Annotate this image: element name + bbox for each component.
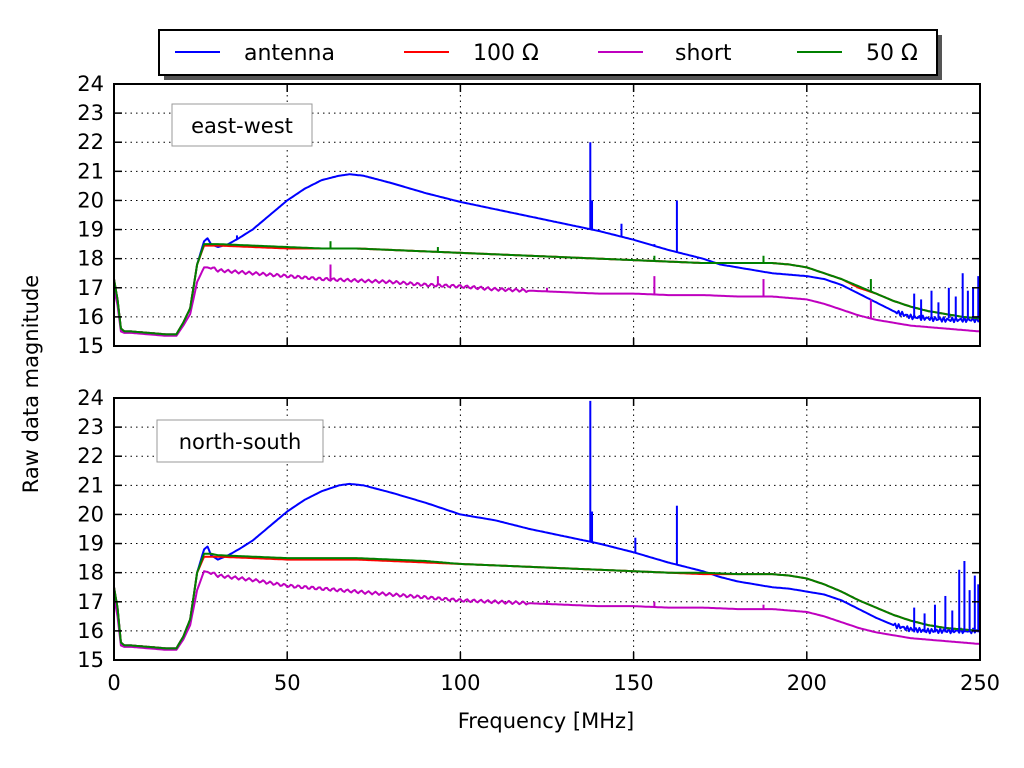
plot-area (114, 400, 980, 651)
x-tick-label: 250 (960, 671, 1000, 695)
panel-label-box (156, 419, 324, 463)
y-tick-label: 16 (77, 305, 104, 329)
panel-east-west: 15 16 17 18 19 20 21 22 23 24 east-west (77, 72, 981, 358)
axes-frame (113, 397, 981, 661)
panel-label: east-west (191, 114, 293, 138)
x-tick-label: 100 (440, 671, 480, 695)
y-tick-label: 15 (77, 334, 104, 358)
legend: antenna 100 Ω short 50 Ω (158, 29, 942, 80)
y-tick-label: 20 (77, 502, 104, 526)
legend-label-100-ohm: 100 Ω (473, 41, 539, 66)
y-tick-label: 16 (77, 619, 104, 643)
y-tick-label: 24 (77, 386, 104, 410)
series-line-short (114, 266, 980, 337)
y-tick-label: 21 (77, 159, 104, 183)
y-tick-label: 18 (77, 561, 104, 585)
y-tick-label: 17 (77, 590, 104, 614)
series-line-antenna (114, 482, 980, 650)
y-tick-label: 17 (77, 276, 104, 300)
y-tick-label: 22 (77, 444, 104, 468)
legend-label-antenna: antenna (244, 41, 335, 66)
series-line-50-ohm (114, 552, 980, 650)
x-tick-label: 150 (614, 671, 654, 695)
y-tick-label: 15 (77, 648, 104, 672)
y-tick-label: 22 (77, 130, 104, 154)
y-tick-label: 19 (77, 532, 104, 556)
panel-north-south: 0 50 100 150 200 250 15 16 17 18 19 20 21 22 23 24 north… (77, 386, 1000, 695)
y-tick-label: 18 (77, 247, 104, 271)
legend-label-50-ohm: 50 Ω (866, 41, 918, 66)
y-tick-label: 21 (77, 473, 104, 497)
legend-label-short: short (675, 41, 732, 66)
y-axis-title: Raw data magnitude (19, 275, 43, 493)
series-line-short (114, 570, 980, 651)
series-line-50-ohm (114, 243, 980, 336)
plot-area (114, 142, 980, 337)
axes-frame (113, 83, 981, 347)
y-tick-label: 23 (77, 415, 104, 439)
x-tick-label: 50 (274, 671, 301, 695)
x-tick-label: 200 (787, 671, 827, 695)
series-line-antenna (114, 173, 980, 336)
panel-label: north-south (179, 430, 302, 454)
panel-label-box (171, 103, 313, 147)
y-tick-label: 24 (77, 72, 104, 96)
y-tick-label: 20 (77, 188, 104, 212)
x-tick-label: 0 (107, 671, 120, 695)
x-axis-title: Frequency [MHz] (458, 709, 634, 733)
y-tick-label: 19 (77, 218, 104, 242)
y-tick-label: 23 (77, 101, 104, 125)
